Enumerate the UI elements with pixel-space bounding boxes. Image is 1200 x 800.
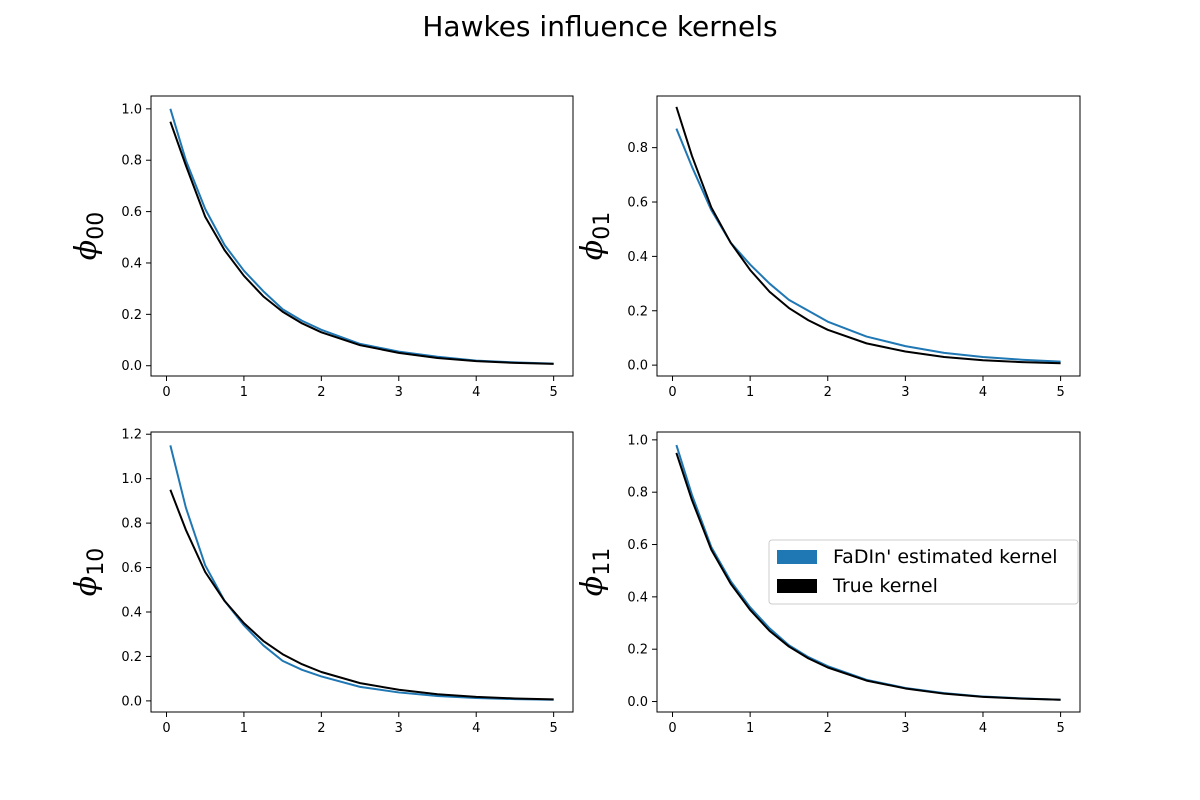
phi-01-x-tick-label: 1	[746, 385, 754, 400]
phi-10-plot-area	[151, 432, 573, 712]
phi-10-y-axis-label: ϕ10	[69, 548, 109, 596]
phi-11-x-tick-label: 1	[746, 721, 754, 736]
phi-01-y-tick-label: 0.6	[627, 196, 648, 211]
phi-11-x-tick-label: 0	[668, 721, 676, 736]
phi-00-x-tick-label: 5	[550, 385, 558, 400]
phi-10-series-estimated-line	[169, 445, 554, 701]
phi-10-x-tick-label: 1	[240, 721, 248, 736]
phi-00-series-true-line	[169, 121, 554, 365]
phi-10-y-tick-label: 0.2	[121, 650, 142, 665]
phi-11-y-axis-label: ϕ11	[575, 548, 615, 596]
phi-11-y-tick-label: 0.0	[627, 695, 648, 710]
phi-10-x-tick-label: 4	[472, 721, 480, 736]
phi-00-x-tick-label: 0	[162, 385, 170, 400]
phi-00-x-tick-label: 2	[317, 385, 325, 400]
subplot-phi-10: 0 1 2 3 4 5 0.0 0.2 0.4 0.6 0.8 1.0 1.2 ϕ10	[69, 428, 574, 736]
phi-11-x-tick-label: 3	[901, 721, 909, 736]
phi-10-axes-frame	[150, 431, 574, 713]
phi-00-x-tick-label: 1	[240, 385, 248, 400]
phi-10-series-true-line	[169, 489, 554, 701]
legend-box	[768, 539, 1079, 605]
phi-01-y-axis-label: ϕ01	[575, 212, 615, 260]
phi-00-y-tick-label: 0.4	[121, 256, 142, 271]
phi-10-x-tick-label: 2	[317, 721, 325, 736]
phi-10-y-tick-label: 0.6	[121, 561, 142, 576]
phi-11-axes-frame	[656, 431, 1081, 713]
phi-00-y-tick-label: 0.2	[121, 308, 142, 323]
phi-01-x-tick-label: 0	[668, 385, 676, 400]
legend: FaDIn' estimated kernel True kernel	[768, 539, 1079, 605]
phi-01-y-tick-label: 0.8	[627, 141, 648, 156]
legend-swatch-estimated	[777, 550, 817, 564]
phi-00-plot-area	[151, 96, 573, 376]
phi-01-series-true-line	[675, 106, 1061, 365]
phi-01-y-tick-label: 0.4	[627, 250, 648, 265]
phi-00-y-tick-label: 0.8	[121, 154, 142, 169]
phi-00-y-tick-label: 1.0	[121, 102, 142, 117]
figure-title: Hawkes influence kernels	[422, 10, 778, 43]
subplot-phi-00: 0 1 2 3 4 5 0.0 0.2 0.4 0.6 0.8 1.0 ϕ00	[69, 95, 574, 400]
phi-01-x-tick-label: 5	[1056, 385, 1064, 400]
phi-01-x-tick-label: 3	[901, 385, 909, 400]
subplot-phi-11: 0 1 2 3 4 5 0.0 0.2 0.4 0.6 0.8 1.0 ϕ11 FaDIn' estima…	[575, 431, 1081, 736]
phi-10-y-tick-label: 0.0	[121, 694, 142, 709]
phi-11-y-axis-symbol: ϕ	[575, 576, 610, 596]
phi-11-y-tick-label: 0.4	[627, 590, 648, 605]
phi-01-y-tick-label: 0.0	[627, 359, 648, 374]
phi-01-y-axis-symbol: ϕ	[575, 240, 610, 260]
phi-10-y-tick-label: 1.0	[121, 472, 142, 487]
phi-00-y-tick-label: 0.0	[121, 359, 142, 374]
phi-00-y-tick-label: 0.6	[121, 205, 142, 220]
phi-11-y-tick-label: 0.6	[627, 538, 648, 553]
phi-10-y-tick-label: 0.4	[121, 606, 142, 621]
phi-11-y-tick-label: 1.0	[627, 433, 648, 448]
phi-11-y-tick-label: 0.2	[627, 643, 648, 658]
phi-01-x-tick-label: 4	[979, 385, 987, 400]
phi-01-y-tick-label: 0.2	[627, 304, 648, 319]
legend-swatch-true	[777, 579, 817, 593]
phi-11-series-true-line	[675, 452, 1061, 701]
legend-label-true: True kernel	[832, 575, 938, 597]
phi-10-y-axis-symbol: ϕ	[69, 576, 104, 596]
phi-00-y-axis-subscript: 00	[84, 212, 109, 240]
phi-00-axes-frame	[150, 95, 574, 377]
phi-10-y-axis-subscript: 10	[84, 548, 109, 576]
phi-01-plot-area	[657, 96, 1080, 376]
phi-10-x-tick-label: 0	[162, 721, 170, 736]
phi-10-x-tick-label: 3	[395, 721, 403, 736]
phi-01-y-axis-subscript: 01	[590, 212, 615, 240]
phi-11-y-axis-subscript: 11	[590, 548, 615, 576]
phi-11-y-tick-label: 0.8	[627, 486, 648, 501]
phi-11-x-tick-label: 5	[1056, 721, 1064, 736]
phi-00-x-tick-label: 3	[395, 385, 403, 400]
phi-11-x-tick-label: 2	[824, 721, 832, 736]
phi-01-axes-frame	[656, 95, 1081, 377]
phi-00-x-tick-label: 4	[472, 385, 480, 400]
phi-01-x-tick-label: 2	[824, 385, 832, 400]
phi-10-y-tick-label: 0.8	[121, 517, 142, 532]
legend-label-estimated: FaDIn' estimated kernel	[833, 546, 1058, 568]
phi-00-y-axis-symbol: ϕ	[69, 240, 104, 260]
phi-00-y-axis-label: ϕ00	[69, 212, 109, 260]
phi-11-x-tick-label: 4	[979, 721, 987, 736]
phi-10-x-tick-label: 5	[550, 721, 558, 736]
phi-10-y-tick-label: 1.2	[121, 428, 142, 443]
